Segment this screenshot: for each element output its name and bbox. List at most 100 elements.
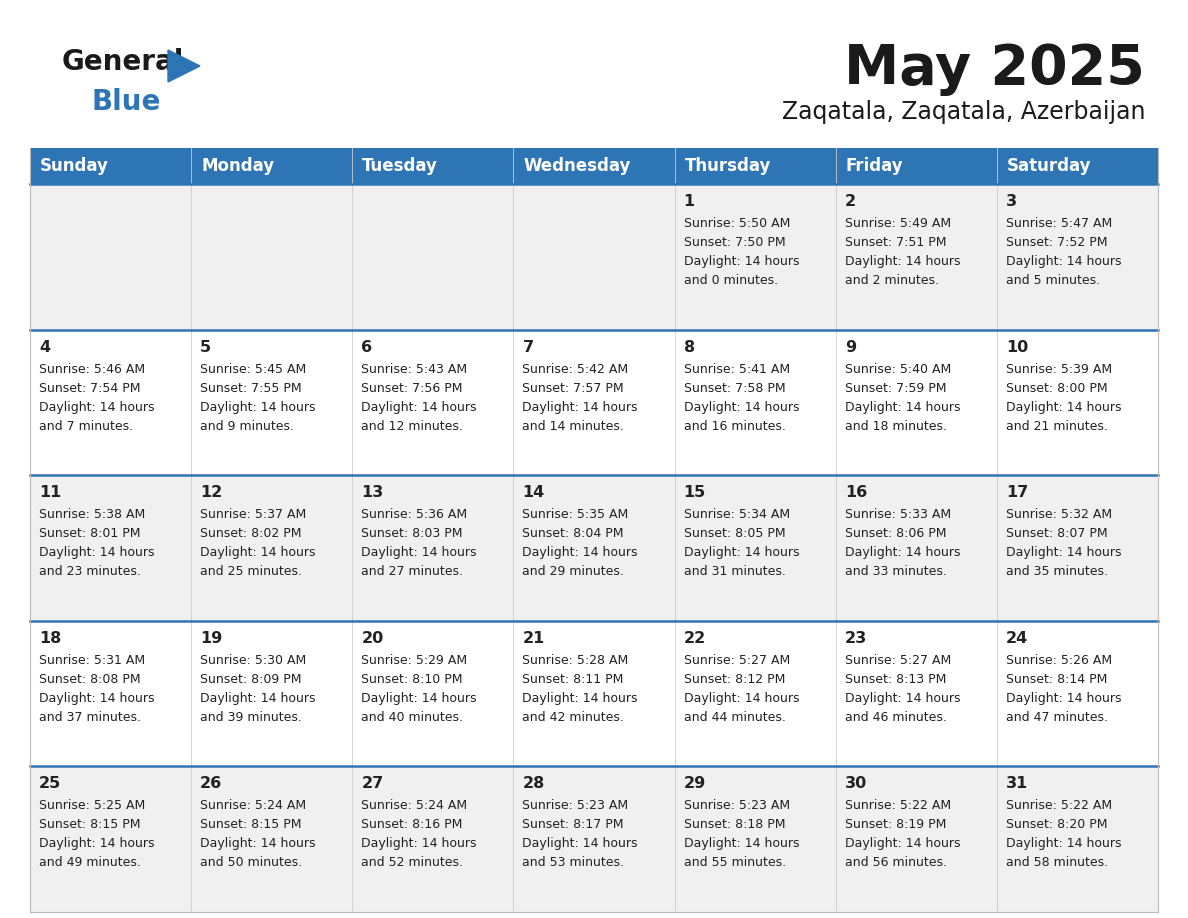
Text: 14: 14 xyxy=(523,486,544,500)
Text: Sunrise: 5:45 AM: Sunrise: 5:45 AM xyxy=(200,363,307,375)
Text: Sunset: 8:07 PM: Sunset: 8:07 PM xyxy=(1006,527,1107,540)
Text: and 2 minutes.: and 2 minutes. xyxy=(845,274,939,287)
Text: Sunrise: 5:42 AM: Sunrise: 5:42 AM xyxy=(523,363,628,375)
Text: Daylight: 14 hours: Daylight: 14 hours xyxy=(683,546,800,559)
Text: Sunset: 7:55 PM: Sunset: 7:55 PM xyxy=(200,382,302,395)
Text: Sunset: 7:59 PM: Sunset: 7:59 PM xyxy=(845,382,946,395)
Text: Sunset: 8:20 PM: Sunset: 8:20 PM xyxy=(1006,819,1107,832)
Text: 31: 31 xyxy=(1006,777,1028,791)
Text: Daylight: 14 hours: Daylight: 14 hours xyxy=(39,546,154,559)
Text: Thursday: Thursday xyxy=(684,157,771,175)
Text: Sunrise: 5:24 AM: Sunrise: 5:24 AM xyxy=(200,800,307,812)
Text: Daylight: 14 hours: Daylight: 14 hours xyxy=(683,692,800,705)
Text: and 42 minutes.: and 42 minutes. xyxy=(523,711,625,723)
Text: and 27 minutes.: and 27 minutes. xyxy=(361,565,463,578)
Text: Sunset: 7:57 PM: Sunset: 7:57 PM xyxy=(523,382,624,395)
Text: Monday: Monday xyxy=(201,157,274,175)
Text: and 58 minutes.: and 58 minutes. xyxy=(1006,856,1108,869)
Text: Daylight: 14 hours: Daylight: 14 hours xyxy=(845,546,960,559)
Text: Sunset: 8:05 PM: Sunset: 8:05 PM xyxy=(683,527,785,540)
Text: Daylight: 14 hours: Daylight: 14 hours xyxy=(523,692,638,705)
Polygon shape xyxy=(168,50,200,82)
Text: Sunset: 7:56 PM: Sunset: 7:56 PM xyxy=(361,382,463,395)
Text: 19: 19 xyxy=(200,631,222,645)
Text: Sunset: 7:51 PM: Sunset: 7:51 PM xyxy=(845,236,946,249)
Bar xyxy=(30,621,1158,767)
Text: Daylight: 14 hours: Daylight: 14 hours xyxy=(1006,692,1121,705)
Text: 28: 28 xyxy=(523,777,544,791)
Text: Sunset: 8:18 PM: Sunset: 8:18 PM xyxy=(683,819,785,832)
Text: Sunrise: 5:28 AM: Sunrise: 5:28 AM xyxy=(523,654,628,666)
Text: Sunset: 8:19 PM: Sunset: 8:19 PM xyxy=(845,819,946,832)
Text: 2: 2 xyxy=(845,194,855,209)
Text: Daylight: 14 hours: Daylight: 14 hours xyxy=(845,837,960,850)
Text: Daylight: 14 hours: Daylight: 14 hours xyxy=(683,837,800,850)
Bar xyxy=(30,476,1158,621)
Text: Sunset: 8:17 PM: Sunset: 8:17 PM xyxy=(523,819,624,832)
Text: and 56 minutes.: and 56 minutes. xyxy=(845,856,947,869)
Text: Daylight: 14 hours: Daylight: 14 hours xyxy=(361,837,476,850)
Text: Sunset: 8:00 PM: Sunset: 8:00 PM xyxy=(1006,382,1107,395)
Text: and 7 minutes.: and 7 minutes. xyxy=(39,420,133,432)
Text: 26: 26 xyxy=(200,777,222,791)
Text: Daylight: 14 hours: Daylight: 14 hours xyxy=(845,692,960,705)
Text: Sunrise: 5:38 AM: Sunrise: 5:38 AM xyxy=(39,509,145,521)
Text: Daylight: 14 hours: Daylight: 14 hours xyxy=(200,837,316,850)
Text: Zaqatala, Zaqatala, Azerbaijan: Zaqatala, Zaqatala, Azerbaijan xyxy=(782,100,1145,124)
Bar xyxy=(30,184,1158,330)
Text: and 0 minutes.: and 0 minutes. xyxy=(683,274,778,287)
Text: 15: 15 xyxy=(683,486,706,500)
Text: Sunset: 8:10 PM: Sunset: 8:10 PM xyxy=(361,673,463,686)
Text: 13: 13 xyxy=(361,486,384,500)
Text: 11: 11 xyxy=(39,486,62,500)
Text: and 44 minutes.: and 44 minutes. xyxy=(683,711,785,723)
Text: 22: 22 xyxy=(683,631,706,645)
Text: Daylight: 14 hours: Daylight: 14 hours xyxy=(39,837,154,850)
Text: and 47 minutes.: and 47 minutes. xyxy=(1006,711,1108,723)
Bar xyxy=(30,767,1158,912)
Text: 9: 9 xyxy=(845,340,855,354)
Text: Sunset: 8:06 PM: Sunset: 8:06 PM xyxy=(845,527,946,540)
Text: 8: 8 xyxy=(683,340,695,354)
Text: Daylight: 14 hours: Daylight: 14 hours xyxy=(523,546,638,559)
Text: Sunset: 8:09 PM: Sunset: 8:09 PM xyxy=(200,673,302,686)
Text: 12: 12 xyxy=(200,486,222,500)
Text: General: General xyxy=(62,48,184,76)
Text: and 18 minutes.: and 18 minutes. xyxy=(845,420,947,432)
Text: and 9 minutes.: and 9 minutes. xyxy=(200,420,295,432)
Text: Sunset: 8:16 PM: Sunset: 8:16 PM xyxy=(361,819,462,832)
Text: Sunset: 8:15 PM: Sunset: 8:15 PM xyxy=(39,819,140,832)
Text: Sunrise: 5:39 AM: Sunrise: 5:39 AM xyxy=(1006,363,1112,375)
Text: Sunrise: 5:31 AM: Sunrise: 5:31 AM xyxy=(39,654,145,666)
Text: Sunrise: 5:24 AM: Sunrise: 5:24 AM xyxy=(361,800,467,812)
Text: Sunday: Sunday xyxy=(40,157,109,175)
Text: Daylight: 14 hours: Daylight: 14 hours xyxy=(1006,255,1121,268)
Text: Sunset: 8:08 PM: Sunset: 8:08 PM xyxy=(39,673,140,686)
Text: and 35 minutes.: and 35 minutes. xyxy=(1006,565,1108,578)
Text: 5: 5 xyxy=(200,340,211,354)
Text: 17: 17 xyxy=(1006,486,1028,500)
Text: Sunrise: 5:25 AM: Sunrise: 5:25 AM xyxy=(39,800,145,812)
Text: 23: 23 xyxy=(845,631,867,645)
Text: May 2025: May 2025 xyxy=(845,42,1145,96)
Text: and 37 minutes.: and 37 minutes. xyxy=(39,711,141,723)
Text: 25: 25 xyxy=(39,777,62,791)
Text: Sunset: 8:03 PM: Sunset: 8:03 PM xyxy=(361,527,463,540)
Text: and 23 minutes.: and 23 minutes. xyxy=(39,565,141,578)
Text: and 50 minutes.: and 50 minutes. xyxy=(200,856,302,869)
Text: Sunrise: 5:46 AM: Sunrise: 5:46 AM xyxy=(39,363,145,375)
Text: Sunrise: 5:49 AM: Sunrise: 5:49 AM xyxy=(845,217,950,230)
Text: 4: 4 xyxy=(39,340,50,354)
Text: Daylight: 14 hours: Daylight: 14 hours xyxy=(1006,837,1121,850)
Text: and 16 minutes.: and 16 minutes. xyxy=(683,420,785,432)
Text: Sunset: 7:52 PM: Sunset: 7:52 PM xyxy=(1006,236,1107,249)
Text: Sunset: 8:02 PM: Sunset: 8:02 PM xyxy=(200,527,302,540)
Text: and 12 minutes.: and 12 minutes. xyxy=(361,420,463,432)
Text: Sunset: 7:50 PM: Sunset: 7:50 PM xyxy=(683,236,785,249)
Text: Daylight: 14 hours: Daylight: 14 hours xyxy=(845,400,960,414)
Text: Daylight: 14 hours: Daylight: 14 hours xyxy=(683,255,800,268)
Text: and 33 minutes.: and 33 minutes. xyxy=(845,565,947,578)
Text: Sunset: 7:54 PM: Sunset: 7:54 PM xyxy=(39,382,140,395)
Text: Wednesday: Wednesday xyxy=(524,157,631,175)
Text: and 53 minutes.: and 53 minutes. xyxy=(523,856,625,869)
